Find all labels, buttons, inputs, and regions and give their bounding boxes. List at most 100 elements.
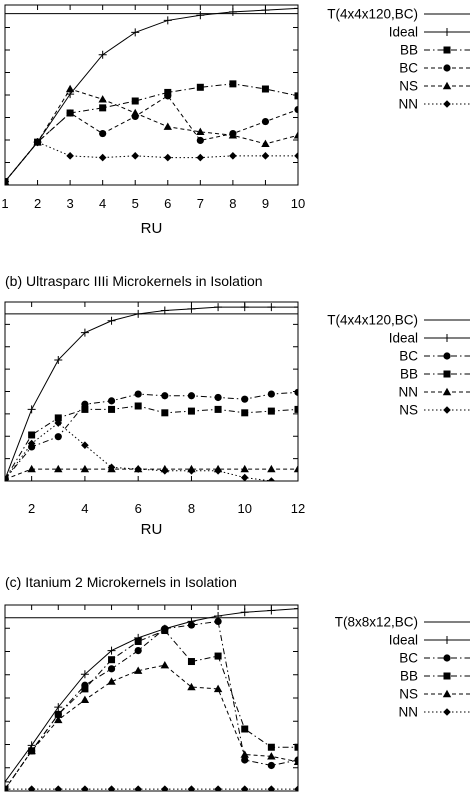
series-Ideal — [5, 605, 298, 786]
series-line — [5, 83, 298, 182]
x-tick-label: 4 — [81, 501, 88, 516]
data-point — [261, 6, 270, 15]
data-point — [131, 97, 139, 105]
data-point — [54, 710, 62, 718]
series-line — [5, 141, 298, 182]
data-point — [27, 464, 36, 473]
data-point — [213, 684, 223, 693]
data-point — [267, 761, 275, 770]
legend-marker — [443, 636, 451, 644]
data-point — [241, 756, 249, 764]
data-point — [107, 646, 116, 655]
legend-label: T(4x4x120,BC) — [327, 7, 418, 22]
data-point — [267, 477, 276, 481]
x-tick-label: 8 — [229, 196, 236, 211]
data-point — [240, 464, 249, 473]
data-point — [294, 405, 298, 413]
x-tick-label: 10 — [291, 196, 305, 211]
data-point — [228, 7, 237, 16]
x-tick-label: 10 — [237, 501, 251, 516]
data-point — [131, 108, 140, 117]
data-point — [294, 152, 298, 160]
data-point — [214, 785, 222, 791]
data-point — [66, 109, 74, 117]
data-point — [134, 637, 142, 645]
data-point — [241, 725, 249, 733]
data-point — [28, 431, 36, 439]
data-point — [267, 752, 276, 760]
data-point — [267, 303, 276, 312]
data-point — [27, 439, 36, 448]
chart-panel-2: (b) Ultrasparc IIIi Microkernels in Isol… — [4, 273, 470, 538]
legend: T(8x8x12,BC) Ideal BC BB NS NN — [335, 615, 470, 720]
data-point — [228, 131, 238, 139]
data-point — [187, 621, 196, 629]
data-point — [27, 746, 36, 755]
legend: T(4x4x120,BC) Ideal BB BC NS NN — [327, 7, 470, 112]
data-point — [134, 465, 142, 473]
chart-title: (c) Itanium 2 Microkernels in Isolation — [5, 574, 237, 590]
data-point — [267, 407, 275, 415]
legend-label: BC — [399, 61, 418, 76]
legend-marker — [443, 654, 451, 662]
legend-marker — [442, 689, 452, 698]
legend-marker — [443, 370, 451, 378]
series-line — [5, 405, 298, 480]
data-point — [54, 715, 63, 724]
data-point — [54, 419, 63, 427]
data-point — [5, 475, 9, 481]
series-NN — [5, 785, 298, 791]
legend-label: T(8x8x12,BC) — [335, 615, 418, 630]
data-point — [196, 83, 204, 91]
data-point — [80, 670, 89, 679]
data-point — [99, 104, 107, 112]
x-tick-label: 6 — [164, 196, 171, 211]
data-point — [214, 466, 222, 475]
data-point — [134, 785, 142, 791]
data-point — [54, 433, 62, 441]
data-point — [267, 390, 275, 398]
chart-title: (b) Ultrasparc IIIi Microkernels in Isol… — [5, 273, 263, 289]
data-point — [108, 405, 116, 413]
data-point — [161, 466, 169, 475]
data-point — [196, 136, 204, 145]
plot-area — [5, 303, 298, 481]
data-point — [297, 480, 298, 481]
data-point — [187, 466, 196, 475]
data-point — [107, 665, 116, 673]
data-point — [66, 152, 74, 160]
data-point — [240, 750, 249, 758]
data-point — [187, 392, 196, 400]
legend-marker — [443, 64, 451, 72]
x-tick-label: 8 — [188, 501, 195, 516]
series-BC — [5, 617, 298, 791]
data-point — [267, 464, 276, 473]
series-NN — [5, 464, 298, 481]
data-point — [160, 306, 169, 315]
legend-marker — [443, 672, 451, 680]
data-point — [65, 84, 75, 93]
data-point — [81, 685, 89, 693]
data-point — [54, 464, 63, 473]
data-point — [267, 606, 276, 615]
series-line — [5, 7, 298, 182]
data-point — [54, 703, 63, 712]
data-point — [98, 50, 107, 59]
plot-frame — [4, 4, 299, 186]
data-point — [214, 393, 222, 402]
data-point — [161, 627, 169, 635]
x-tick-label: 1 — [1, 196, 8, 211]
series-line — [5, 306, 298, 480]
data-point — [240, 785, 249, 791]
data-point — [164, 92, 172, 100]
legend-label: Ideal — [389, 633, 418, 648]
legend-marker — [443, 708, 451, 716]
data-point — [80, 464, 90, 473]
series-line — [5, 422, 276, 481]
data-point — [261, 139, 270, 148]
series-BC — [5, 388, 298, 481]
data-point — [214, 652, 222, 660]
data-point — [5, 177, 9, 185]
data-point — [54, 355, 63, 364]
data-point — [240, 608, 249, 617]
